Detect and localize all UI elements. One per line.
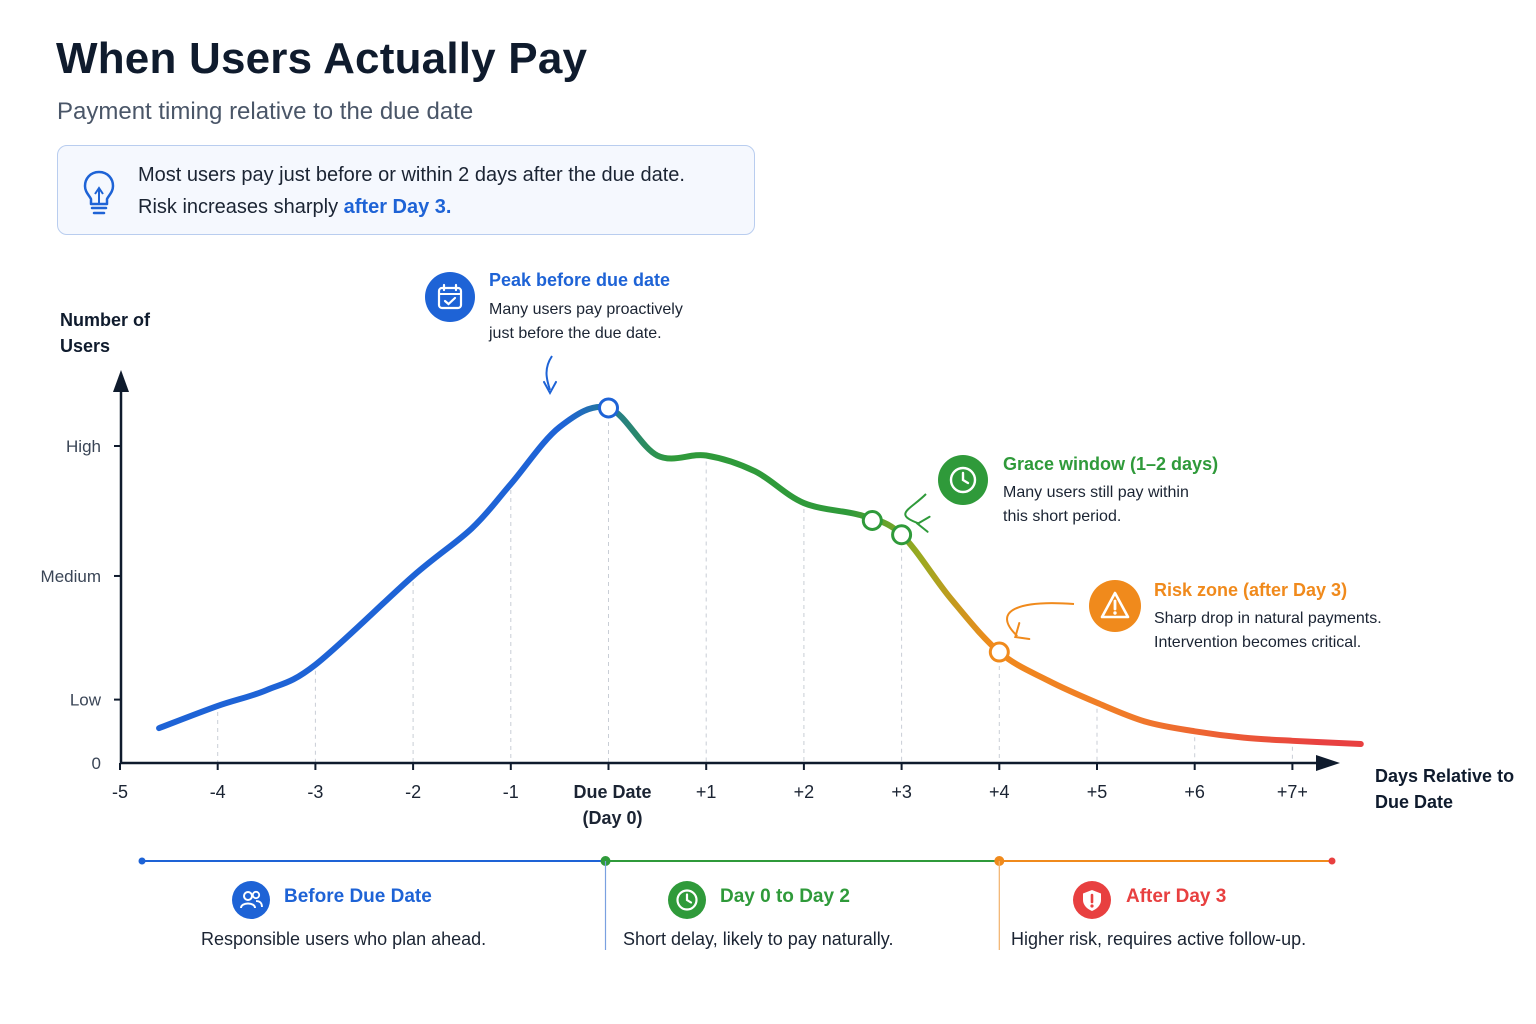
phase-dot xyxy=(138,857,146,865)
curve-marker xyxy=(988,641,1010,663)
x-axis-arrow-icon xyxy=(1316,755,1340,771)
phase-risk-title: After Day 3 xyxy=(1126,886,1227,907)
x-tick-label: +6 xyxy=(1184,782,1205,802)
x-tick-label: +2 xyxy=(794,782,815,802)
phase-risk-desc: Higher risk, requires active follow-up. xyxy=(1011,929,1307,949)
peak-arrow-head-icon xyxy=(543,380,557,396)
insight-text-line2: Risk increases sharply after Day 3. xyxy=(138,196,451,219)
curve-marker xyxy=(598,397,619,419)
annotation-peak-text: Many users pay proactively just before t… xyxy=(489,301,683,342)
insight-text-prefix: Risk increases sharply xyxy=(138,196,344,218)
annotation-risk-title: Risk zone (after Day 3) xyxy=(1154,580,1348,600)
phase-dot xyxy=(1328,857,1336,865)
insight-callout: Most users pay just before or within 2 d… xyxy=(57,145,755,235)
x-tick-label: Due Date xyxy=(573,782,651,802)
x-tick-label: -1 xyxy=(503,782,519,802)
x-tick-label: -2 xyxy=(405,782,421,802)
phase-grace-desc: Short delay, likely to pay naturally. xyxy=(623,929,894,949)
page-title: When Users Actually Pay xyxy=(56,34,588,83)
y-tick-label: 0 xyxy=(92,754,101,773)
y-tick-label: Medium xyxy=(41,567,101,586)
page-subtitle: Payment timing relative to the due date xyxy=(57,98,474,125)
risk-arrow-line xyxy=(1006,602,1075,637)
grace-arrow-line xyxy=(904,493,927,525)
users-icon xyxy=(232,881,270,919)
risk-arrow-head-icon xyxy=(1014,622,1031,641)
peak-arrow-line xyxy=(545,355,553,391)
warning-icon xyxy=(1089,580,1141,632)
y-tick-label: Low xyxy=(70,691,102,710)
x-tick-label: +3 xyxy=(891,782,912,802)
x-tick-label: +1 xyxy=(696,782,717,802)
clock-icon xyxy=(668,881,706,919)
y-axis-arrow-icon xyxy=(113,370,129,392)
curve-marker xyxy=(861,509,883,531)
y-tick-label: High xyxy=(66,437,101,456)
y-axis-title: Number of Users xyxy=(60,310,150,356)
x-tick-label: -4 xyxy=(210,782,226,802)
insight-text-line1: Most users pay just before or within 2 d… xyxy=(138,164,685,186)
x-tick-label: +4 xyxy=(989,782,1010,802)
annotation-risk-text: Sharp drop in natural payments. Interven… xyxy=(1154,610,1382,651)
annotation-peak-title: Peak before due date xyxy=(489,270,671,290)
shield-alert-icon xyxy=(1073,881,1111,919)
annotation-grace-text: Many users still pay within this short p… xyxy=(1003,484,1189,525)
curve-marker xyxy=(891,524,913,546)
clock-icon xyxy=(938,455,988,505)
insight-highlight: after Day 3. xyxy=(343,196,452,218)
phase-before-title: Before Due Date xyxy=(284,886,432,907)
calendar-check-icon xyxy=(425,272,475,322)
x-tick-label: -3 xyxy=(307,782,323,802)
x-tick-label: +5 xyxy=(1087,782,1108,802)
lightbulb-icon xyxy=(83,170,115,215)
x-tick-label: (Day 0) xyxy=(582,808,642,828)
x-axis-title: Days Relative to Due Date xyxy=(1375,766,1515,812)
payment-curve-line xyxy=(156,403,1364,747)
phase-grace-title: Day 0 to Day 2 xyxy=(720,886,850,907)
x-tick-label: -5 xyxy=(112,782,128,802)
x-tick-label: +7+ xyxy=(1277,782,1308,802)
phase-before-desc: Responsible users who plan ahead. xyxy=(201,929,487,949)
grace-arrow-head-icon xyxy=(915,515,931,533)
annotation-grace-title: Grace window (1–2 days) xyxy=(1003,454,1219,474)
